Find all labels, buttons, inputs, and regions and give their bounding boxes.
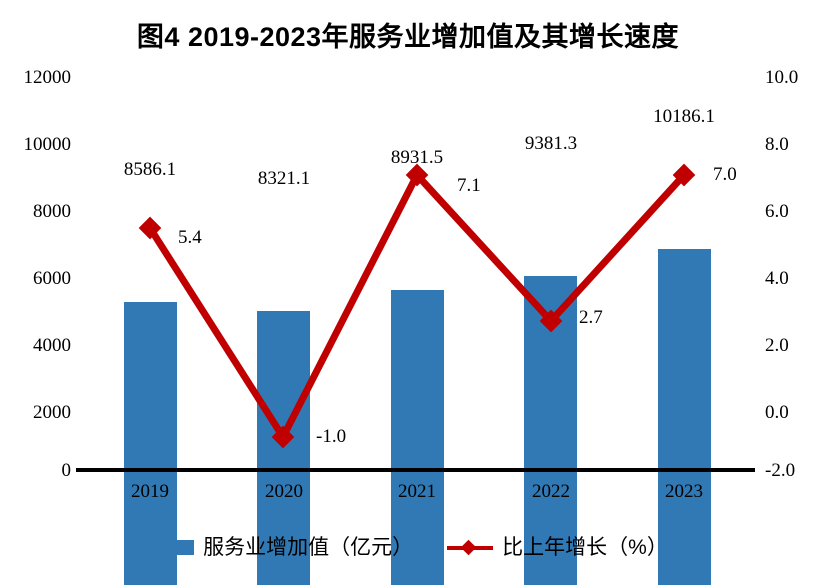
x-axis-tick-2022: 2022	[532, 481, 570, 502]
line-diamond-swatch-icon	[447, 539, 494, 556]
legend-item-growth: 比上年增长（%）	[447, 537, 668, 558]
y-axis-right-tick-6: 6.0	[765, 201, 789, 222]
chart-legend: 服务业增加值（亿元） 比上年增长（%）	[0, 537, 816, 558]
x-axis-line	[76, 468, 755, 472]
y-axis-right-tick-10: 10.0	[765, 67, 799, 88]
legend-item-value: 服务业增加值（亿元）	[148, 537, 413, 558]
chart-title: 图4 2019-2023年服务业增加值及其增长速度	[136, 22, 680, 52]
legend-label-growth: 比上年增长（%）	[502, 536, 668, 559]
line-value-2023: 7.0	[713, 164, 737, 185]
y-axis-right-tick-2: 2.0	[765, 335, 789, 356]
y-axis-left-tick-2000: 2000	[33, 402, 71, 423]
y-axis-left-tick-4000: 4000	[33, 335, 71, 356]
bar-value-2021: 8931.5	[390, 147, 444, 168]
y-axis-left-tick-0: 0	[61, 460, 72, 481]
bar-value-2020: 8321.1	[257, 168, 311, 189]
bar-2023	[658, 249, 711, 585]
line-value-2020: -1.0	[316, 426, 347, 447]
y-axis-left-tick-10000: 10000	[23, 134, 72, 155]
y-axis-left-tick-8000: 8000	[33, 201, 71, 222]
bar-value-2023: 10186.1	[653, 106, 715, 127]
x-axis-tick-2021: 2021	[398, 481, 436, 502]
y-axis-left-tick-12000: 12000	[23, 67, 72, 88]
x-axis-tick-2020: 2020	[265, 481, 303, 502]
line-value-2022: 2.7	[579, 307, 603, 328]
marker-2023	[672, 163, 696, 187]
y-axis-right-tick-8: 8.0	[765, 134, 789, 155]
line-value-2021: 7.1	[457, 175, 481, 196]
y-axis-left-tick-6000: 6000	[33, 268, 71, 289]
x-axis-tick-2019: 2019	[131, 481, 169, 502]
x-axis-tick-2023: 2023	[665, 481, 703, 502]
bar-value-2019: 8586.1	[123, 159, 177, 180]
y-axis-right-tick-4: 4.0	[765, 268, 789, 289]
marker-2019	[138, 216, 162, 240]
y-axis-right-tick-0: 0.0	[765, 402, 789, 423]
line-value-2019: 5.4	[178, 227, 202, 248]
bar-swatch-icon	[148, 540, 195, 555]
bar-value-2022: 9381.3	[524, 133, 578, 154]
legend-label-value: 服务业增加值（亿元）	[203, 536, 414, 559]
y-axis-right-tick-neg2: -2.0	[765, 460, 796, 481]
